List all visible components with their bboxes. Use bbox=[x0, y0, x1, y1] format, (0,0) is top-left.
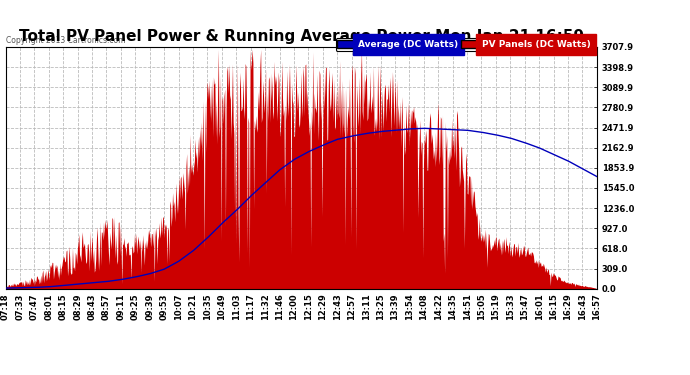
Title: Total PV Panel Power & Running Average Power Mon Jan 21 16:59: Total PV Panel Power & Running Average P… bbox=[19, 29, 584, 44]
Legend: Average (DC Watts), PV Panels (DC Watts): Average (DC Watts), PV Panels (DC Watts) bbox=[335, 38, 592, 51]
Text: Copyright 2013 Cartronics.com: Copyright 2013 Cartronics.com bbox=[6, 36, 125, 45]
